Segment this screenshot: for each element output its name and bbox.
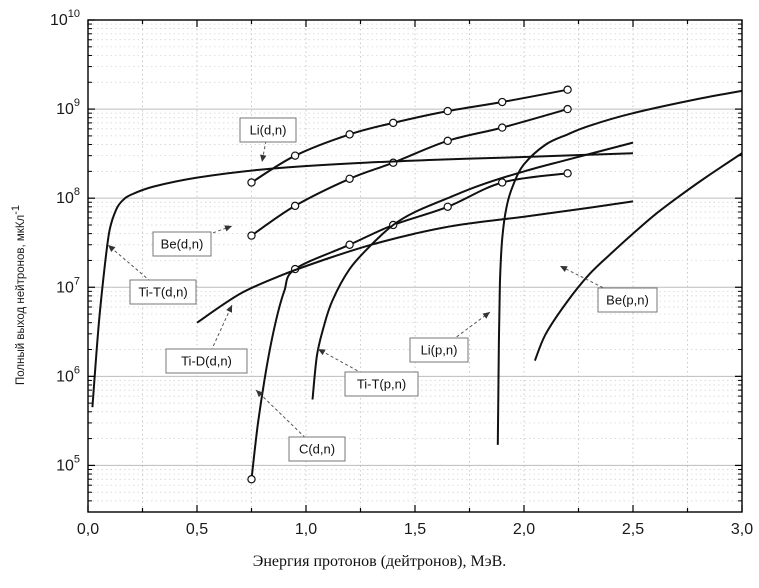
annotation-box <box>409 337 469 363</box>
annotation-label: Ti-D(d,n) <box>181 354 232 369</box>
annotation-label: Be(p,n) <box>606 293 649 308</box>
annotation-arrowhead <box>560 266 568 273</box>
x-tick-label: 1,5 <box>404 521 426 538</box>
x-axis-label: Энергия протонов (дейтронов), МэВ. <box>252 553 507 570</box>
data-point <box>345 174 354 183</box>
annotation-arrowhead <box>482 312 490 319</box>
annotation-arrowhead <box>260 154 267 162</box>
data-point <box>498 178 507 187</box>
data-point <box>389 118 398 128</box>
series-line-ti-t-d-n <box>91 152 634 408</box>
data-point <box>247 178 256 187</box>
y-tick-label: 1010 <box>50 8 80 29</box>
y-tick-label: 108 <box>56 186 80 207</box>
annotation-box <box>129 279 197 305</box>
data-point <box>290 201 300 211</box>
x-tick-label: 2,0 <box>513 521 535 538</box>
data-point <box>389 158 398 167</box>
x-tick-label: 1,0 <box>295 521 317 538</box>
annotation-box <box>288 436 346 462</box>
curves <box>91 85 743 484</box>
annotation-label: Ti-T(d,n) <box>138 285 187 300</box>
annotation-label: Li(d,n) <box>250 123 287 138</box>
axes: 0,0 0,5 1,0 1,5 2,0 2,5 3,0 105 106 107 108 109 1010 <box>50 8 753 538</box>
x-tick-label: 0,0 <box>77 521 99 538</box>
data-point <box>563 85 572 94</box>
data-point <box>290 151 300 160</box>
annotation-box <box>152 231 212 257</box>
annotation-leader <box>206 304 233 362</box>
y-tick-label: 109 <box>56 97 80 118</box>
x-tick-label: 0,5 <box>186 521 208 538</box>
x-tick-label: 2,5 <box>622 521 644 538</box>
data-point <box>443 106 452 116</box>
data-point <box>563 169 572 178</box>
series-line-ti-d-d-n <box>196 200 634 324</box>
y-tick-label: 107 <box>56 275 80 296</box>
data-point <box>345 130 354 139</box>
data-point <box>443 202 452 212</box>
annotation-arrowhead <box>108 245 116 252</box>
annotation-arrowhead <box>318 349 326 356</box>
annotation-label: Be(d,n) <box>161 237 204 252</box>
annotation-box <box>344 371 419 397</box>
annotation-label: C(d,n) <box>299 442 335 457</box>
annotation-label: Ti-T(p,n) <box>357 377 406 392</box>
annotation-box <box>597 287 658 313</box>
data-point <box>498 97 507 107</box>
series-line-c-d-n <box>250 172 568 480</box>
series-line-ti-t-p-n <box>311 141 634 400</box>
data-point <box>247 475 256 484</box>
annotation-leader <box>181 225 233 245</box>
y-tick-label: 106 <box>56 364 80 385</box>
annotations: Li(d,n) Be(d,n) C(d,n) Ti-T(d,n) Ti-D(d,n) Ti… <box>107 117 658 462</box>
data-point <box>563 104 572 114</box>
annotation-box <box>239 117 297 143</box>
data-point <box>498 123 507 132</box>
series-line-be-p-n <box>533 152 743 361</box>
x-tick-label: 3,0 <box>731 521 753 538</box>
annotation-arrowhead <box>224 225 232 232</box>
grid <box>88 20 742 513</box>
annotation-box <box>165 348 248 374</box>
annotation-arrowhead <box>226 305 233 313</box>
y-axis-label: Полный выход нейтронов, мкКл-1 <box>10 205 27 385</box>
plot-frame <box>87 19 743 513</box>
data-point <box>443 136 452 146</box>
annotation-label: Li(p,n) <box>421 343 458 358</box>
annotation-arrowhead <box>256 390 264 398</box>
y-tick-label: 105 <box>56 453 80 474</box>
data-point <box>247 231 256 240</box>
data-point <box>345 240 354 249</box>
series-line-li-p-n <box>496 89 743 445</box>
